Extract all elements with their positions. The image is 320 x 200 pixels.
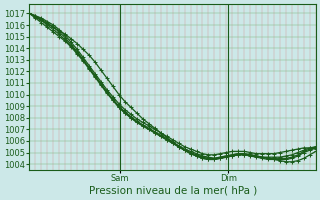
X-axis label: Pression niveau de la mer( hPa ): Pression niveau de la mer( hPa ) [89, 186, 257, 196]
